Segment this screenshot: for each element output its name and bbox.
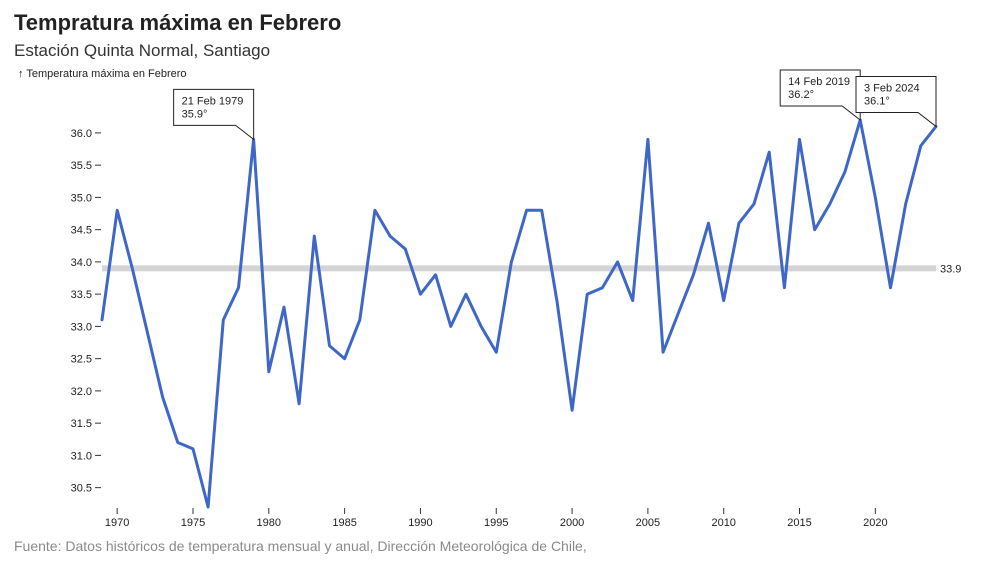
reference-line-group: 33.9 xyxy=(102,263,961,275)
x-tick-label: 1995 xyxy=(484,517,508,529)
annotation-date: 21 Feb 1979 xyxy=(182,95,244,107)
x-tick-label: 1975 xyxy=(181,517,205,529)
y-tick-label: 31.0 xyxy=(71,450,92,462)
y-tick-label: 33.5 xyxy=(71,289,92,301)
x-tick-label: 2005 xyxy=(636,517,660,529)
temperature-series-line xyxy=(100,118,938,509)
y-tick-label: 36.0 xyxy=(71,128,92,140)
y-tick-label: 31.5 xyxy=(71,418,92,430)
annotation-callout-box xyxy=(779,69,861,122)
annotation-callout-box xyxy=(173,88,255,141)
chart-title: Tempratura máxima en Febrero xyxy=(14,10,342,35)
annotation-callout-box xyxy=(855,75,937,128)
chart-subtitle: Estación Quinta Normal, Santiago xyxy=(14,41,271,60)
y-tick-label: 34.5 xyxy=(71,225,92,237)
y-tick-label: 35.0 xyxy=(71,192,92,204)
annotation-value: 36.1° xyxy=(864,95,890,107)
y-tick-label: 32.0 xyxy=(71,386,92,398)
x-axis: 1970 1975 1980 1985 1990 1995 2000 2005 2010 2015… xyxy=(105,508,888,529)
y-tick-label: 33.0 xyxy=(71,321,92,333)
reference-line-label: 33.9 xyxy=(940,263,961,275)
source-note: Fuente: Datos históricos de temperatura … xyxy=(14,538,587,554)
series-group xyxy=(100,118,938,509)
annotation-value: 35.9° xyxy=(182,108,208,120)
y-tick-label: 32.5 xyxy=(71,354,92,366)
y-tick-label: 35.5 xyxy=(71,160,92,172)
annotation-date: 3 Feb 2024 xyxy=(864,82,920,94)
x-tick-label: 2015 xyxy=(787,517,811,529)
x-tick-label: 2000 xyxy=(560,517,584,529)
annotation-value: 36.2° xyxy=(788,89,814,101)
y-axis-label: ↑ Temperatura máxima en Febrero xyxy=(18,68,187,80)
y-axis: 30.5 31.0 31.5 32.0 32.5 33.0 33.5 34.0 34.5 35.0… xyxy=(71,128,101,495)
x-tick-label: 1970 xyxy=(105,517,129,529)
x-tick-label: 2020 xyxy=(863,517,887,529)
x-tick-label: 2010 xyxy=(711,517,735,529)
x-tick-label: 1980 xyxy=(257,517,281,529)
annotation-date: 14 Feb 2019 xyxy=(788,76,850,88)
x-tick-label: 1985 xyxy=(332,517,356,529)
y-tick-label: 34.0 xyxy=(71,257,92,269)
x-tick-label: 1990 xyxy=(408,517,432,529)
y-tick-label: 30.5 xyxy=(71,483,92,495)
